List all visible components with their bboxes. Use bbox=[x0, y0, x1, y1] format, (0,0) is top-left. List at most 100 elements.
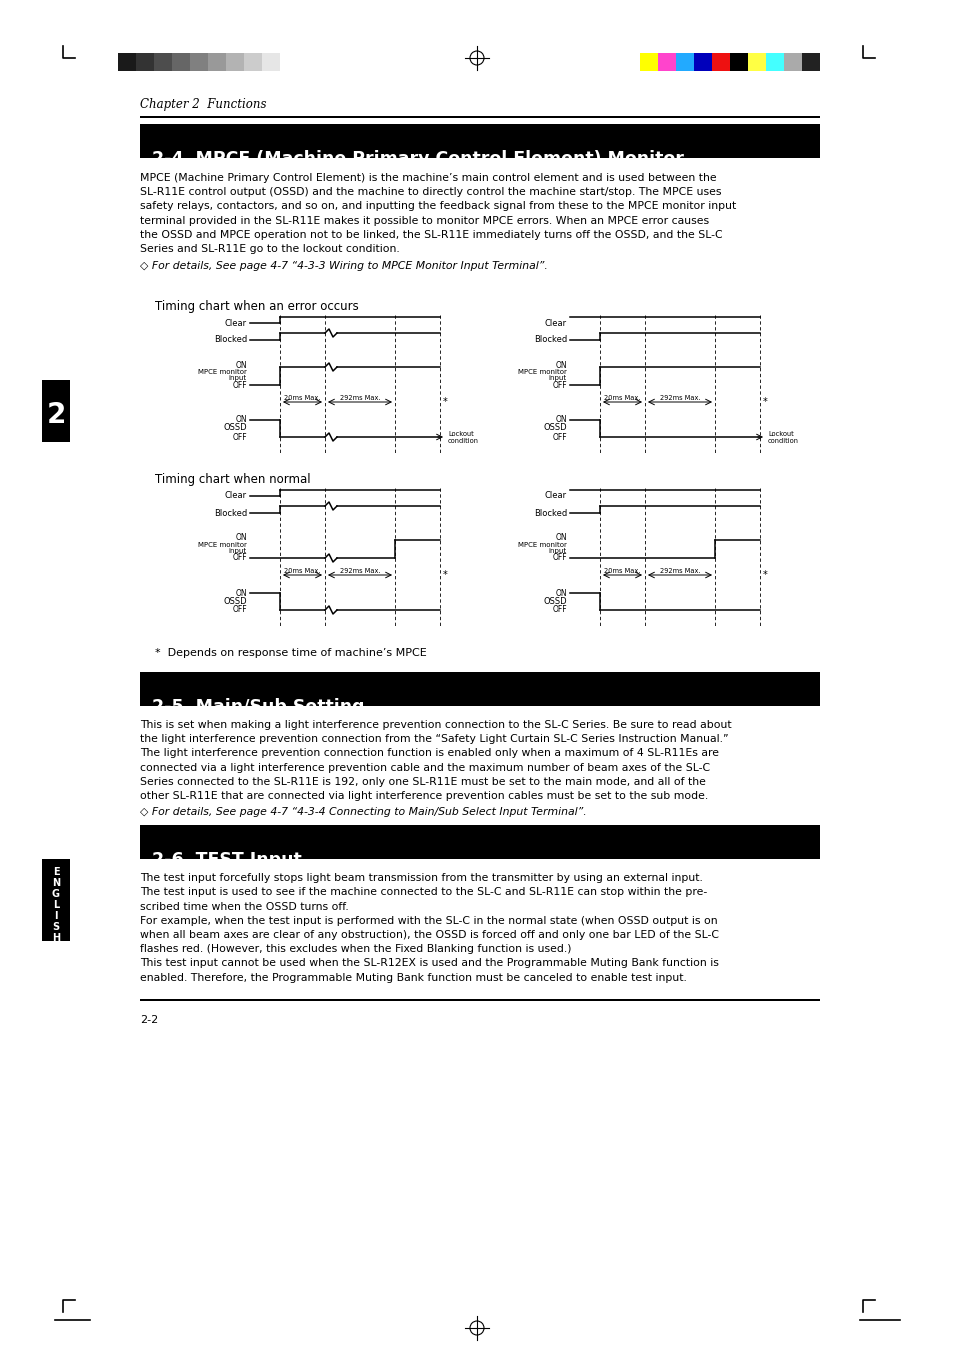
Text: other SL-R11E that are connected via light interference prevention cables must b: other SL-R11E that are connected via lig… bbox=[140, 790, 707, 801]
Text: input: input bbox=[229, 549, 247, 554]
Bar bbox=[747, 53, 765, 72]
Bar bbox=[42, 380, 70, 442]
Bar bbox=[658, 53, 676, 72]
Text: ◇ For details, See page 4-7 “4-3-3 Wiring to MPCE Monitor Input Terminal”.: ◇ For details, See page 4-7 “4-3-3 Wirin… bbox=[140, 261, 547, 272]
Bar bbox=[639, 53, 658, 72]
Bar bbox=[676, 53, 693, 72]
Text: OSSD: OSSD bbox=[223, 597, 247, 605]
Text: *: * bbox=[762, 570, 767, 580]
Text: 292ms Max.: 292ms Max. bbox=[339, 394, 380, 401]
Text: MPCE monitor: MPCE monitor bbox=[517, 542, 566, 549]
Text: Blocked: Blocked bbox=[533, 508, 566, 517]
Bar bbox=[140, 998, 820, 1001]
Text: MPCE (Machine Primary Control Element) is the machine’s main control element and: MPCE (Machine Primary Control Element) i… bbox=[140, 173, 716, 182]
Text: OFF: OFF bbox=[233, 605, 247, 615]
Bar bbox=[280, 53, 297, 72]
Bar bbox=[140, 671, 820, 707]
Text: Chapter 2  Functions: Chapter 2 Functions bbox=[140, 99, 266, 111]
Text: Lockout
condition: Lockout condition bbox=[767, 431, 799, 444]
Text: N: N bbox=[51, 878, 60, 888]
Bar bbox=[244, 53, 262, 72]
Bar bbox=[783, 53, 801, 72]
Bar bbox=[140, 124, 820, 158]
Bar bbox=[42, 859, 70, 942]
Text: OFF: OFF bbox=[552, 381, 566, 389]
Text: safety relays, contactors, and so on, and inputting the feedback signal from the: safety relays, contactors, and so on, an… bbox=[140, 201, 736, 211]
Text: 20ms Max.: 20ms Max. bbox=[603, 394, 639, 401]
Text: H: H bbox=[51, 934, 60, 943]
Bar bbox=[136, 53, 153, 72]
Text: the OSSD and MPCE operation not to be linked, the SL-R11E immediately turns off : the OSSD and MPCE operation not to be li… bbox=[140, 230, 721, 239]
Bar bbox=[172, 53, 190, 72]
Text: Blocked: Blocked bbox=[213, 508, 247, 517]
Text: ON: ON bbox=[235, 534, 247, 543]
Text: 20ms Max.: 20ms Max. bbox=[283, 394, 320, 401]
Text: Series connected to the SL-R11E is 192, only one SL-R11E must be set to the main: Series connected to the SL-R11E is 192, … bbox=[140, 777, 705, 786]
Text: Clear: Clear bbox=[544, 319, 566, 327]
Text: 20ms Max.: 20ms Max. bbox=[603, 567, 639, 574]
Bar bbox=[262, 53, 280, 72]
Text: OSSD: OSSD bbox=[223, 423, 247, 432]
Text: input: input bbox=[229, 376, 247, 381]
Text: ON: ON bbox=[235, 361, 247, 370]
Text: S: S bbox=[52, 923, 59, 932]
Bar bbox=[208, 53, 226, 72]
Text: ON: ON bbox=[235, 589, 247, 597]
Text: OSSD: OSSD bbox=[543, 597, 566, 605]
Text: ON: ON bbox=[555, 534, 566, 543]
Text: The test input forcefully stops light beam transmission from the transmitter by : The test input forcefully stops light be… bbox=[140, 873, 702, 884]
Text: Clear: Clear bbox=[544, 492, 566, 500]
Text: *: * bbox=[442, 397, 447, 407]
Text: Timing chart when an error occurs: Timing chart when an error occurs bbox=[154, 300, 358, 313]
Text: MPCE monitor: MPCE monitor bbox=[198, 542, 247, 549]
Bar bbox=[729, 53, 747, 72]
Bar bbox=[153, 53, 172, 72]
Text: For example, when the test input is performed with the SL-C in the normal state : For example, when the test input is perf… bbox=[140, 916, 717, 925]
Text: ON: ON bbox=[555, 361, 566, 370]
Text: Clear: Clear bbox=[225, 319, 247, 327]
Text: 2-6  TEST Input: 2-6 TEST Input bbox=[152, 851, 301, 869]
Text: The test input is used to see if the machine connected to the SL-C and SL-R11E c: The test input is used to see if the mac… bbox=[140, 888, 706, 897]
Text: This test input cannot be used when the SL-R12EX is used and the Programmable Mu: This test input cannot be used when the … bbox=[140, 958, 719, 969]
Text: OFF: OFF bbox=[552, 432, 566, 442]
Text: L: L bbox=[52, 900, 59, 911]
Text: 2-4  MPCE (Machine Primary Control Element) Monitor: 2-4 MPCE (Machine Primary Control Elemen… bbox=[152, 150, 683, 168]
Bar bbox=[140, 115, 820, 118]
Text: ON: ON bbox=[235, 416, 247, 424]
Text: SL-R11E control output (OSSD) and the machine to directly control the machine st: SL-R11E control output (OSSD) and the ma… bbox=[140, 188, 720, 197]
Bar bbox=[693, 53, 711, 72]
Text: ON: ON bbox=[555, 589, 566, 597]
Text: terminal provided in the SL-R11E makes it possible to monitor MPCE errors. When : terminal provided in the SL-R11E makes i… bbox=[140, 216, 708, 226]
Text: G: G bbox=[52, 889, 60, 900]
Text: when all beam axes are clear of any obstruction), the OSSD is forced off and onl: when all beam axes are clear of any obst… bbox=[140, 929, 719, 940]
Bar bbox=[711, 53, 729, 72]
Text: ◇ For details, See page 4-7 “4-3-4 Connecting to Main/Sub Select Input Terminal”: ◇ For details, See page 4-7 “4-3-4 Conne… bbox=[140, 807, 586, 817]
Text: 292ms Max.: 292ms Max. bbox=[659, 394, 700, 401]
Text: Series and SL-R11E go to the lockout condition.: Series and SL-R11E go to the lockout con… bbox=[140, 245, 399, 254]
Bar bbox=[765, 53, 783, 72]
Bar bbox=[140, 825, 820, 859]
Text: OFF: OFF bbox=[233, 381, 247, 389]
Text: ON: ON bbox=[555, 416, 566, 424]
Text: *: * bbox=[762, 397, 767, 407]
Bar bbox=[190, 53, 208, 72]
Bar bbox=[226, 53, 244, 72]
Text: E: E bbox=[52, 867, 59, 877]
Text: input: input bbox=[548, 376, 566, 381]
Text: *  Depends on response time of machine’s MPCE: * Depends on response time of machine’s … bbox=[154, 648, 426, 658]
Text: OFF: OFF bbox=[233, 554, 247, 562]
Bar bbox=[118, 53, 136, 72]
Text: I: I bbox=[54, 911, 58, 921]
Text: 2-5  Main/Sub Setting: 2-5 Main/Sub Setting bbox=[152, 698, 364, 716]
Text: flashes red. (However, this excludes when the Fixed Blanking function is used.): flashes red. (However, this excludes whe… bbox=[140, 944, 571, 954]
Text: 292ms Max.: 292ms Max. bbox=[659, 567, 700, 574]
Text: OFF: OFF bbox=[552, 605, 566, 615]
Text: MPCE monitor: MPCE monitor bbox=[198, 369, 247, 376]
Text: MPCE monitor: MPCE monitor bbox=[517, 369, 566, 376]
Text: This is set when making a light interference prevention connection to the SL-C S: This is set when making a light interfer… bbox=[140, 720, 731, 730]
Text: 20ms Max.: 20ms Max. bbox=[283, 567, 320, 574]
Text: *: * bbox=[442, 570, 447, 580]
Text: 2-2: 2-2 bbox=[140, 1015, 158, 1025]
Text: Blocked: Blocked bbox=[213, 335, 247, 345]
Text: Lockout
condition: Lockout condition bbox=[448, 431, 478, 444]
